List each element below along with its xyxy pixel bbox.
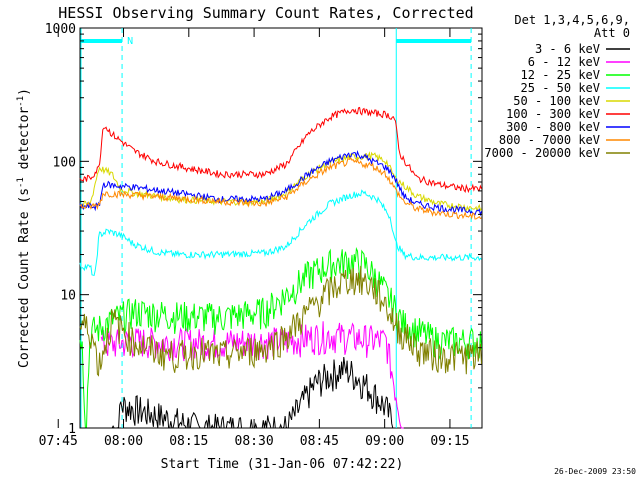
x-tick-label: 08:30 — [235, 434, 274, 449]
legend-label: 25 - 50 keV — [521, 81, 600, 95]
legend-label: 50 - 100 keV — [513, 94, 600, 108]
legend-label: 12 - 25 keV — [521, 68, 600, 82]
timestamp: 26-Dec-2009 23:50 — [554, 467, 636, 476]
x-tick-label: 08:15 — [169, 434, 208, 449]
legend-title-attenuator: Att 0 — [594, 26, 630, 40]
y-axis: 1 10 100 1000 — [45, 22, 482, 437]
x-tick-label: 09:00 — [365, 434, 404, 449]
legend-label: 6 - 12 keV — [528, 55, 600, 69]
legend-label: 7000 - 20000 keV — [484, 146, 600, 160]
y-axis-label-part-1: Corrected Count Rate (s — [17, 188, 32, 368]
series-line-3 — [79, 246, 482, 429]
plot-area: N — [79, 28, 482, 429]
series-line-2 — [100, 321, 404, 429]
y-tick-label: 100 — [53, 155, 76, 170]
legend-label: 3 - 6 keV — [535, 42, 600, 56]
y-axis-label-part-3: ) — [17, 88, 32, 96]
x-axis-label: Start Time (31-Jan-06 07:42:22) — [161, 457, 404, 472]
legend-label: 300 - 800 keV — [506, 120, 600, 134]
x-tick-label: 08:00 — [104, 434, 143, 449]
night-bar-label: N — [127, 36, 133, 47]
series-line-4 — [79, 189, 482, 276]
x-tick-label: 08:45 — [300, 434, 339, 449]
y-tick-label: 1000 — [45, 22, 76, 37]
y-axis-label-exponent-2: -1 — [16, 96, 26, 107]
legend-title-detectors: Det 1,3,4,5,6,9, — [514, 13, 630, 27]
y-axis-label-part-2: detector — [17, 107, 32, 178]
series-line-7 — [79, 150, 482, 217]
series-line-9 — [79, 265, 482, 377]
y-axis-label-exponent-1: -1 — [16, 177, 26, 188]
legend-label: 100 - 300 keV — [506, 107, 600, 121]
chart-title: HESSI Observing Summary Count Rates, Cor… — [58, 4, 473, 22]
x-tick-label: 09:15 — [430, 434, 469, 449]
series-line-1 — [111, 356, 395, 429]
x-tick-label: 07:45 — [39, 434, 78, 449]
y-tick-label: 1 — [68, 422, 76, 437]
series-line-8 — [79, 157, 482, 220]
legend-label: 800 - 7000 keV — [499, 133, 600, 147]
y-axis-label: Corrected Count Rate (s-1 detector-1) — [16, 88, 32, 368]
plot-frame — [79, 27, 483, 429]
x-axis: 07:45 08:00 08:15 08:30 08:45 09:00 09:15 — [39, 28, 470, 449]
y-tick-label: 10 — [60, 289, 76, 304]
series-line-6 — [79, 106, 482, 194]
